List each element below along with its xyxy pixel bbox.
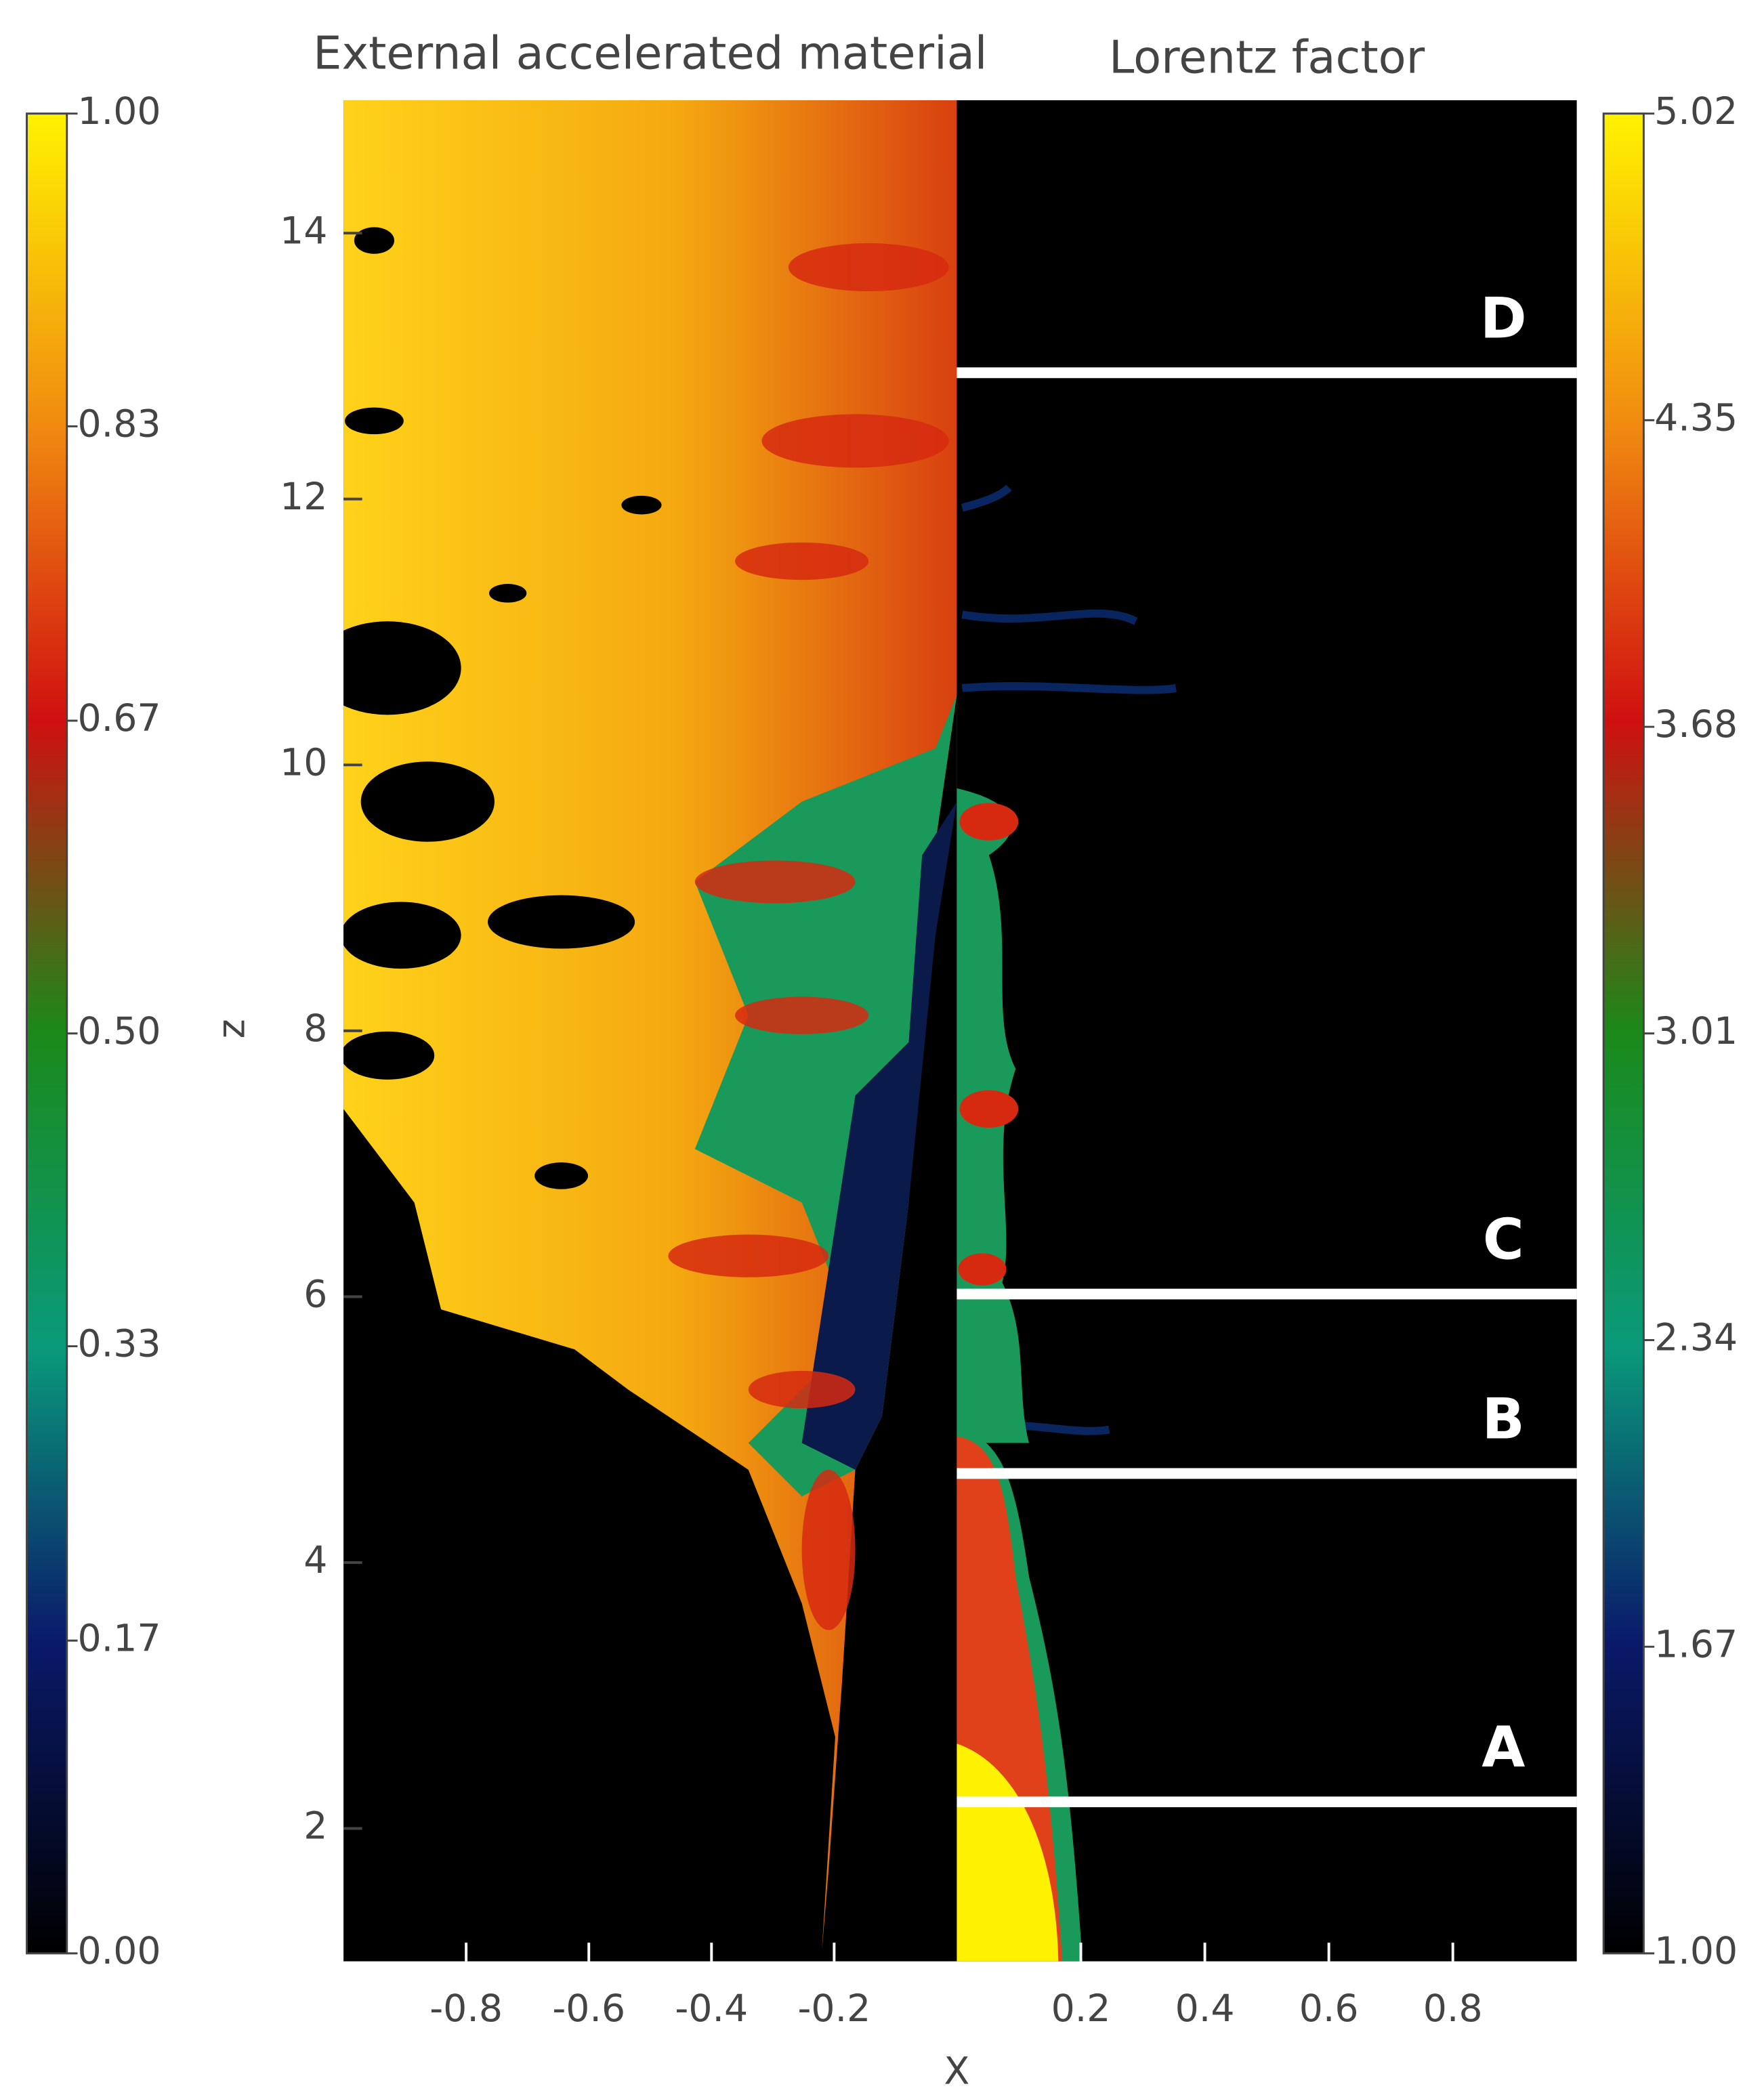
x-tick-label: 0.8 [1423, 1987, 1483, 2031]
y-tick-label: 10 [280, 741, 327, 784]
panel-title: Lorentz factor [1109, 30, 1425, 83]
colorbar-tick-label: 3.68 [1654, 703, 1738, 746]
colorbar-tick-label: 0.33 [78, 1323, 161, 1366]
colorbar [26, 112, 68, 1955]
y-tick-label: 6 [303, 1273, 327, 1317]
colorbar-tick-label: 2.34 [1654, 1317, 1738, 1360]
colorbar-tick-label: 1.00 [1654, 1930, 1738, 1973]
colorbar-tick-label: 0.00 [78, 1930, 161, 1973]
y-axis-label: z [210, 1019, 253, 1038]
colorbar-tick-label: 1.00 [78, 90, 161, 133]
colorbar-tick-label: 0.17 [78, 1617, 161, 1660]
colorbar-tick-label: 1.67 [1654, 1623, 1738, 1666]
region-label: D [1480, 285, 1527, 351]
region-label: A [1482, 1714, 1525, 1780]
x-tick-label: 0.4 [1175, 1987, 1235, 2031]
y-tick-label: 8 [303, 1007, 327, 1051]
x-tick-label: -0.6 [552, 1987, 625, 2031]
colorbar-tick-label: 0.83 [78, 403, 161, 446]
right-panel-image [957, 100, 1577, 1962]
colorbar-tick-label: 5.02 [1654, 90, 1738, 133]
region-label: B [1482, 1386, 1525, 1452]
x-tick-label: 0.2 [1051, 1987, 1111, 2031]
x-tick-label: -0.4 [675, 1987, 748, 2031]
x-axis-label: X [944, 2050, 970, 2094]
x-tick-label: -0.8 [429, 1987, 503, 2031]
colorbar-tick-label: 0.67 [78, 697, 161, 740]
colorbar-tick-label: 3.01 [1654, 1010, 1738, 1053]
colorbar [1602, 112, 1645, 1955]
region-label: C [1483, 1206, 1524, 1272]
x-tick-label: -0.2 [798, 1987, 871, 2031]
left-panel-image [343, 100, 957, 1962]
colorbar-tick-label: 0.50 [78, 1010, 161, 1053]
panel-title: External accelerated material [313, 26, 987, 79]
colorbar-tick-label: 4.35 [1654, 397, 1738, 440]
y-tick-label: 14 [280, 209, 327, 253]
y-tick-label: 2 [303, 1805, 327, 1848]
x-tick-label: 0.6 [1299, 1987, 1359, 2031]
y-tick-label: 4 [303, 1539, 327, 1582]
y-tick-label: 12 [280, 475, 327, 519]
